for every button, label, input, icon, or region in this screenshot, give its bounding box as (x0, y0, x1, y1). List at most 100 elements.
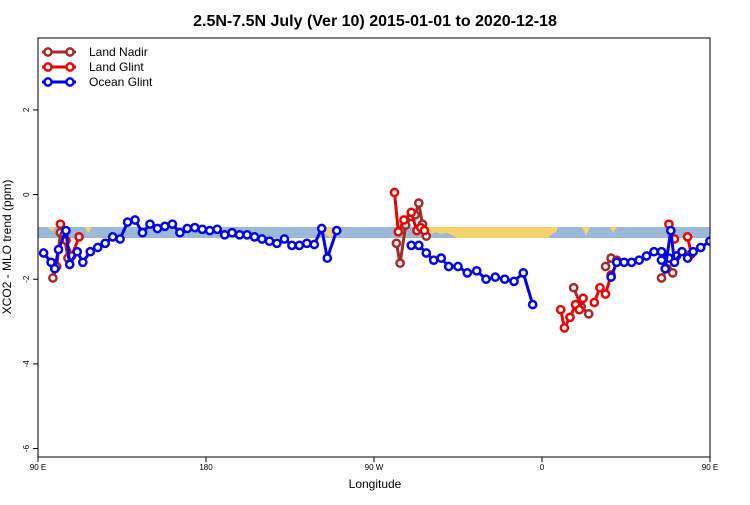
data-point (464, 269, 471, 276)
data-point (296, 242, 303, 249)
data-point (258, 235, 265, 242)
data-point (206, 227, 213, 234)
plot-frame (38, 38, 710, 457)
data-point (438, 255, 445, 262)
data-point (76, 233, 83, 240)
data-point (678, 248, 685, 255)
data-point (658, 248, 665, 255)
data-point (729, 219, 736, 226)
data-point (400, 216, 407, 223)
legend-swatch-marker (44, 78, 51, 85)
legend-swatch-marker (66, 63, 73, 70)
data-point (684, 233, 691, 240)
data-point (721, 233, 728, 240)
data-point (199, 226, 206, 233)
y-tick-label: -6 (22, 444, 31, 452)
data-point (557, 306, 564, 313)
data-point (669, 269, 676, 276)
data-point (169, 221, 176, 228)
data-point (415, 242, 422, 249)
data-point (714, 231, 721, 238)
x-tick-label: 0 (540, 463, 545, 472)
legend-swatch-marker (66, 78, 73, 85)
data-point (454, 263, 461, 270)
data-point (55, 246, 62, 253)
data-point (117, 235, 124, 242)
data-point (415, 200, 422, 207)
data-point (40, 249, 47, 256)
data-point (510, 278, 517, 285)
data-point (690, 248, 697, 255)
legend-swatch-marker (44, 48, 51, 55)
data-point (561, 324, 568, 331)
data-point (251, 233, 258, 240)
data-point (74, 248, 81, 255)
x-tick-label: 90 E (30, 463, 46, 472)
data-point (591, 299, 598, 306)
legend-label: Land Glint (89, 60, 144, 74)
data-point (621, 259, 628, 266)
data-point (161, 223, 168, 230)
data-point (684, 255, 691, 262)
y-axis: -6 -4 -2 0 2 (22, 107, 38, 452)
y-axis-label: XCO2 - MLO trend (ppm) (0, 180, 14, 315)
data-point (395, 228, 402, 235)
data-point (596, 284, 603, 291)
data-point (229, 229, 236, 236)
legend-label: Ocean Glint (89, 75, 153, 89)
data-point (576, 306, 583, 313)
data-point (109, 233, 116, 240)
y-tick-label: 0 (22, 192, 31, 197)
data-point (94, 244, 101, 251)
data-point (49, 274, 56, 281)
series-land-glint (57, 189, 695, 332)
data-point (318, 225, 325, 232)
data-point (62, 227, 69, 234)
data-point (79, 259, 86, 266)
data-point (132, 216, 139, 223)
data-point (585, 310, 592, 317)
data-point (662, 265, 669, 272)
data-point (57, 221, 64, 228)
data-point (529, 301, 536, 308)
data-point (324, 255, 331, 262)
data-point (102, 240, 109, 247)
data-point (421, 227, 428, 234)
legend-swatch-marker (44, 63, 51, 70)
x-tick-label: 180 (199, 463, 213, 472)
y-tick-label: -4 (22, 360, 31, 368)
data-point (445, 263, 452, 270)
data-point (397, 260, 404, 267)
data-point (602, 291, 609, 298)
data-point (608, 274, 615, 281)
data-point (191, 224, 198, 231)
data-point (697, 244, 704, 251)
data-point (501, 276, 508, 283)
data-point (736, 216, 743, 223)
data-point (602, 263, 609, 270)
data-point (473, 267, 480, 274)
data-point (288, 242, 295, 249)
data-point (176, 229, 183, 236)
data-point (643, 252, 650, 259)
y-tick-label: -2 (22, 275, 31, 283)
data-point (184, 225, 191, 232)
data-point (408, 209, 415, 216)
data-point (650, 248, 657, 255)
data-point (391, 189, 398, 196)
data-point (482, 276, 489, 283)
data-point (236, 231, 243, 238)
chart-title: 2.5N-7.5N July (Ver 10) 2015-01-01 to 20… (193, 13, 557, 30)
series-layer (40, 189, 750, 332)
data-point (146, 221, 153, 228)
y-tick-label: 2 (22, 107, 31, 112)
data-point (408, 242, 415, 249)
x-tick-label: 90 E (702, 463, 718, 472)
data-point (628, 259, 635, 266)
data-point (87, 248, 94, 255)
data-point (636, 257, 643, 264)
data-point (393, 240, 400, 247)
data-point (570, 284, 577, 291)
